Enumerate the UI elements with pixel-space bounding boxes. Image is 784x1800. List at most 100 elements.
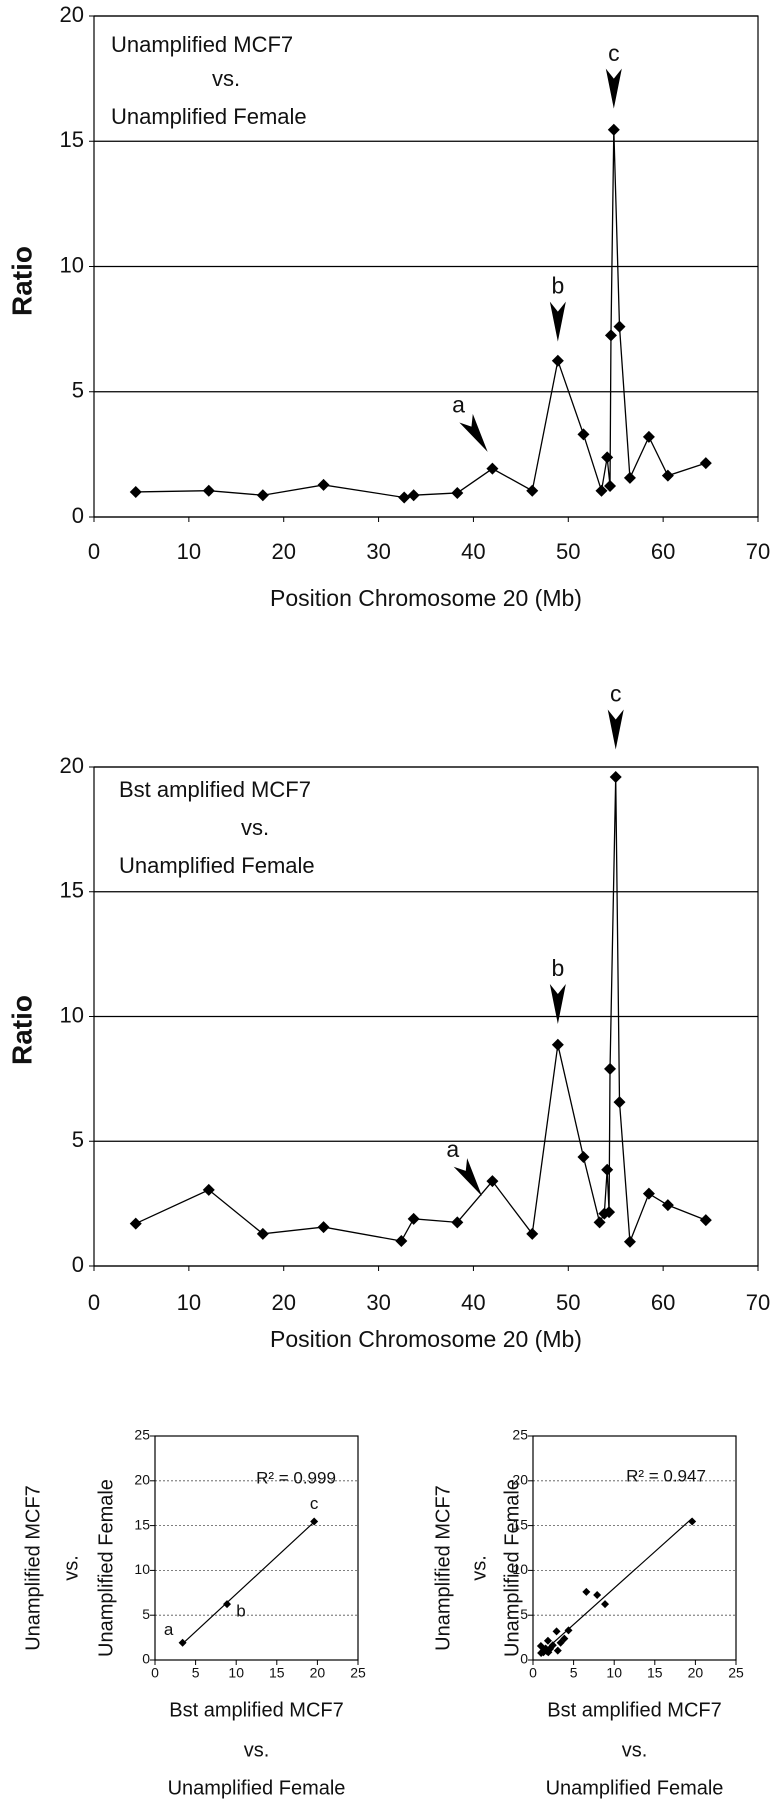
data-point: [526, 484, 539, 497]
data-point: [593, 1216, 606, 1229]
chart-title: Unamplified MCF7: [111, 32, 293, 57]
x-axis-label: Unamplified Female: [168, 1777, 346, 1799]
data-point: [595, 484, 608, 497]
x-tick-label: 0: [88, 539, 100, 564]
y-tick-label: 15: [60, 127, 84, 152]
data-point: [603, 1206, 616, 1219]
data-point: [178, 1638, 187, 1647]
arrow: [605, 68, 622, 109]
y-tick-label: 0: [142, 1651, 150, 1667]
data-point: [699, 457, 712, 470]
annotation: a: [452, 391, 465, 417]
x-tick-label: 15: [269, 1665, 285, 1681]
y-tick-label: 20: [512, 1472, 528, 1488]
data-point: [543, 1636, 552, 1645]
data-point: [407, 489, 420, 502]
point-label: b: [236, 1602, 245, 1621]
y-tick-label: 10: [512, 1561, 528, 1577]
x-axis-label: vs.: [244, 1739, 270, 1761]
data-point: [604, 479, 617, 492]
y-axis-label: Unamplified MCF7: [432, 1485, 454, 1651]
data-point: [129, 1217, 142, 1230]
data-point: [395, 1235, 408, 1248]
y-tick-label: 25: [512, 1427, 528, 1443]
data-point: [607, 123, 620, 136]
data-point: [623, 1235, 636, 1248]
x-tick-label: 20: [271, 1290, 295, 1315]
y-axis-label: vs.: [468, 1555, 490, 1581]
x-axis-label: Unamplified Female: [546, 1777, 724, 1799]
arrow: [453, 1158, 482, 1197]
data-point: [223, 1600, 232, 1609]
data-point: [688, 1517, 697, 1526]
data-point: [256, 1227, 269, 1240]
x-tick-label: 20: [271, 539, 295, 564]
data-point: [129, 485, 142, 498]
x-tick-label: 10: [177, 539, 201, 564]
data-point: [564, 1626, 573, 1635]
plot-frame: [154, 1435, 359, 1661]
y-axis-label: Unamplified Female: [95, 1479, 117, 1657]
data-point: [202, 484, 215, 497]
y-tick-label: 10: [60, 1002, 84, 1027]
y-tick-label: 5: [72, 1127, 84, 1152]
data-point: [398, 491, 411, 504]
x-axis-label: Bst amplified MCF7: [547, 1699, 722, 1721]
data-point: [551, 354, 564, 367]
y-tick-label: 0: [72, 1252, 84, 1277]
data-point: [317, 478, 330, 491]
y-tick-label: 20: [134, 1472, 150, 1488]
plot-frame: [93, 766, 759, 1267]
data-point: [256, 489, 269, 502]
x-tick-label: 40: [461, 1290, 485, 1315]
y-tick-label: 5: [520, 1606, 528, 1622]
data-point: [486, 462, 499, 475]
x-tick-label: 10: [606, 1665, 622, 1681]
x-tick-label: 70: [746, 1290, 770, 1315]
data-point: [661, 469, 674, 482]
y-tick-label: 25: [134, 1427, 150, 1443]
plot-frame: [532, 1435, 737, 1661]
annotation: b: [551, 273, 564, 299]
x-tick-label: 30: [366, 539, 390, 564]
annotation: c: [608, 40, 620, 66]
r-squared: R² = 0.999: [256, 1468, 336, 1487]
arrow: [549, 301, 566, 342]
x-axis-label: Bst amplified MCF7: [169, 1699, 344, 1721]
y-tick-label: 15: [134, 1516, 150, 1532]
data-point: [613, 320, 626, 333]
data-point: [661, 1199, 674, 1212]
y-tick-label: 5: [72, 378, 84, 403]
chart-title: vs.: [212, 66, 240, 91]
data-point: [407, 1212, 420, 1225]
data-point: [699, 1214, 712, 1227]
x-tick-label: 25: [728, 1665, 744, 1681]
y-axis-label: Unamplified Female: [501, 1479, 523, 1657]
data-point: [601, 1600, 610, 1609]
y-axis-label: Unamplified MCF7: [22, 1485, 44, 1651]
data-point: [593, 1591, 602, 1600]
y-tick-label: 0: [72, 503, 84, 528]
x-axis-label: Position Chromosome 20 (Mb): [270, 585, 582, 611]
x-axis-label: Position Chromosome 20 (Mb): [270, 1326, 582, 1352]
x-tick-label: 60: [651, 539, 675, 564]
data-point: [560, 1634, 569, 1643]
plot-frame: [93, 15, 759, 518]
x-tick-label: 25: [350, 1665, 366, 1681]
data-point: [604, 329, 617, 342]
data-point: [642, 1187, 655, 1200]
data-point: [609, 770, 622, 783]
point-label: a: [164, 1620, 174, 1639]
x-tick-label: 30: [366, 1290, 390, 1315]
x-tick-label: 50: [556, 539, 580, 564]
data-point: [601, 451, 614, 464]
data-point: [526, 1227, 539, 1240]
y-tick-label: 10: [134, 1561, 150, 1577]
data-line: [135, 129, 707, 499]
data-point: [577, 428, 590, 441]
data-point: [601, 1163, 614, 1176]
data-line: [135, 776, 707, 1243]
data-point: [317, 1221, 330, 1234]
